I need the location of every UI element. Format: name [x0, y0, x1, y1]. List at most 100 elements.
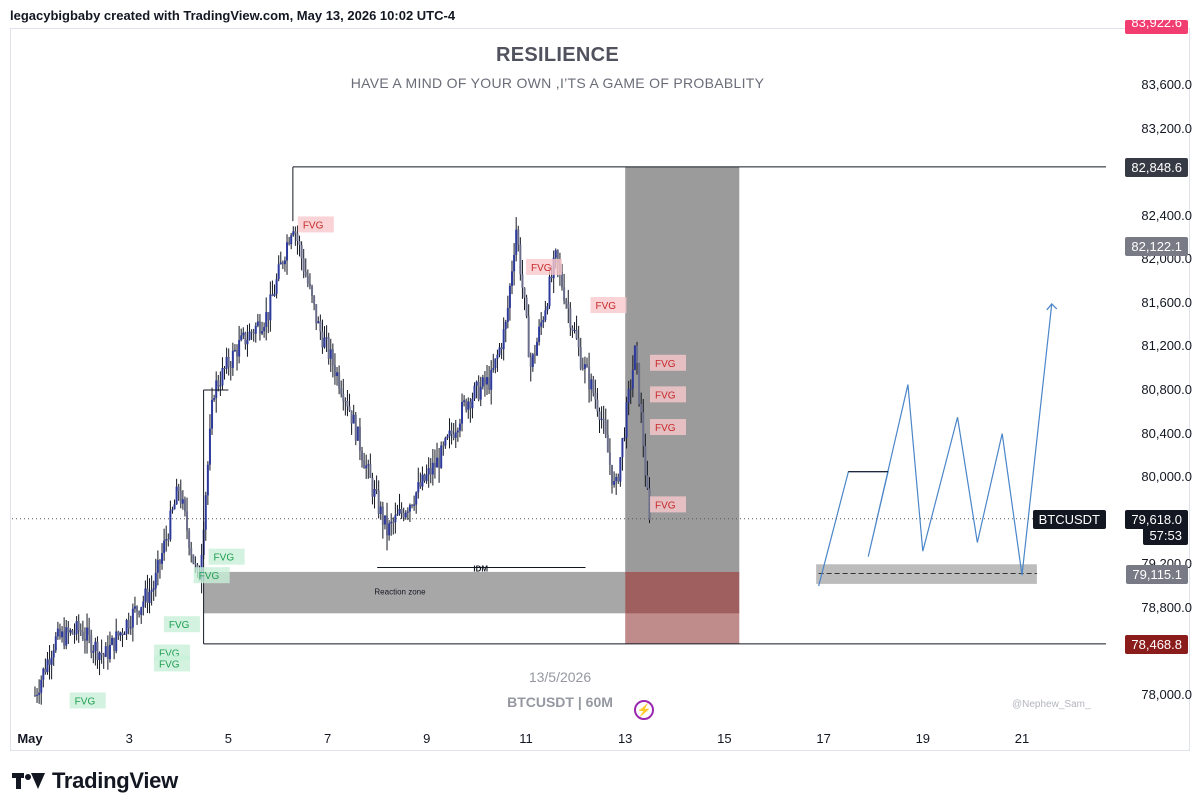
fvg-box — [590, 297, 627, 314]
candle-body — [225, 356, 228, 369]
time-tick-label: 9 — [423, 731, 431, 746]
candle-body — [240, 335, 243, 341]
candle-body — [106, 646, 109, 660]
candle-body — [81, 632, 84, 639]
lightning-icon[interactable]: ⚡ — [634, 700, 654, 720]
candle-body — [258, 321, 261, 334]
candle-body — [550, 276, 553, 279]
candle-body — [271, 294, 274, 296]
candle-body — [194, 563, 197, 565]
candle-body — [367, 464, 370, 466]
candle-body — [400, 509, 403, 514]
candle-body — [63, 631, 66, 646]
price-tick-label: 81,200.0 — [1141, 338, 1192, 354]
candle-body — [461, 401, 464, 424]
candle-body — [188, 530, 191, 549]
author-watermark: @Nephew_Sam_ — [1012, 699, 1091, 710]
candle-body — [469, 401, 472, 409]
fvg-label: FVG — [159, 649, 180, 660]
candle-body — [348, 406, 351, 411]
candle-body — [46, 659, 49, 673]
candle-body — [406, 511, 409, 513]
candle-body — [50, 657, 53, 665]
time-tick-label: 19 — [915, 731, 931, 746]
fvg-label: FVG — [655, 390, 676, 401]
candle-body — [590, 379, 593, 390]
candle-body — [148, 591, 151, 603]
candle-body — [586, 364, 589, 367]
date-watermark: 13/5/2026 — [528, 669, 592, 685]
candle-body — [329, 349, 332, 359]
candle-body — [419, 482, 422, 487]
candle-body — [398, 509, 401, 514]
candle-body — [517, 229, 520, 245]
candle-body — [481, 377, 484, 387]
candle-body — [492, 367, 495, 370]
candle-body — [427, 468, 430, 475]
projection-zone — [816, 564, 1037, 584]
fvg-label: FVG — [159, 659, 180, 670]
candle-body — [142, 601, 145, 608]
candle-body — [277, 264, 280, 280]
candle-body — [413, 504, 416, 506]
candle-body — [581, 368, 584, 370]
candle-body — [402, 513, 405, 518]
candle-body — [411, 505, 414, 507]
candle-body — [638, 363, 641, 405]
fvg-box — [526, 258, 562, 275]
candle-body — [502, 329, 505, 350]
fvg-box — [154, 655, 190, 672]
projection-path — [818, 303, 1053, 587]
fvg-box — [69, 692, 106, 709]
candle-body — [544, 310, 547, 320]
candle-body — [646, 475, 649, 489]
candle-body — [450, 430, 453, 435]
candle-body — [92, 650, 95, 653]
candle-body — [396, 513, 399, 516]
candle-body — [131, 608, 134, 628]
candle-body — [133, 606, 136, 609]
candle-body — [448, 430, 451, 437]
candle-body — [100, 652, 103, 655]
candle-body — [215, 380, 218, 398]
candle-body — [325, 337, 328, 339]
candle-body — [356, 426, 359, 441]
candle-body — [323, 337, 326, 348]
candle-body — [171, 509, 174, 511]
candle-body — [494, 358, 497, 368]
candle-body — [463, 400, 466, 402]
candle-body — [233, 349, 236, 351]
candle-body — [163, 540, 166, 554]
tradingview-logo-text: TradingView — [52, 768, 178, 793]
price-badge: 79,115.1 — [1126, 564, 1188, 584]
fvg-box — [193, 567, 230, 584]
candle-body — [592, 379, 595, 394]
candle-body — [548, 276, 551, 307]
tradingview-logo[interactable]: TradingView — [12, 768, 178, 794]
fvg-label: FVG — [595, 301, 616, 312]
candle-body — [527, 316, 530, 358]
candle-body — [567, 303, 570, 309]
candle-body — [321, 331, 324, 348]
candle-body — [327, 337, 330, 359]
candle-body — [298, 241, 301, 246]
candle-body — [338, 372, 341, 389]
candle-body — [236, 349, 239, 357]
candle-body — [77, 621, 80, 631]
candle-body — [569, 308, 572, 328]
candle-body — [150, 590, 153, 592]
candle-body — [454, 432, 457, 438]
time-tick-label: 3 — [125, 731, 133, 746]
candle-body — [342, 393, 345, 402]
projection-layer — [816, 303, 1058, 587]
candle-body — [54, 636, 57, 651]
candle-body — [217, 380, 220, 387]
candle-body — [144, 588, 147, 602]
candle-body — [579, 347, 582, 369]
candle-body — [38, 692, 41, 695]
tradingview-logo-icon — [12, 770, 46, 792]
candle-body — [598, 411, 601, 420]
fvg-box — [650, 419, 686, 436]
candle-body — [127, 620, 130, 629]
